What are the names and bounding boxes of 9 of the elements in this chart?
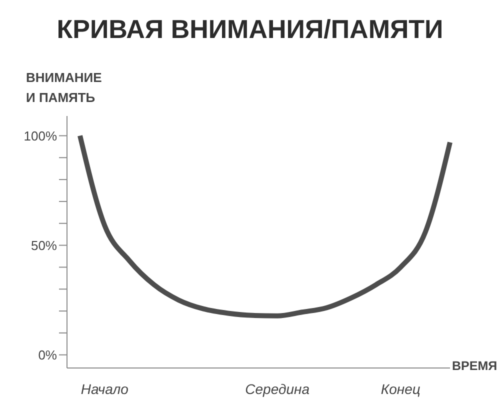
x-tick-label: Середина	[245, 380, 310, 397]
x-tick-label: Начало	[80, 380, 129, 397]
y-tick-label: 50%	[30, 238, 58, 253]
y-axis-title: ВНИМАНИЕ И ПАМЯТЬ	[26, 69, 102, 107]
y-tick-label: 100%	[24, 128, 58, 144]
x-axis-title: ВРЕМЯ	[452, 359, 498, 373]
y-tick-label: 0%	[38, 347, 58, 362]
x-tick-label: Конец	[380, 380, 420, 397]
chart-title: КРИВАЯ ВНИМАНИЯ/ПАМЯТИ	[56, 14, 444, 45]
